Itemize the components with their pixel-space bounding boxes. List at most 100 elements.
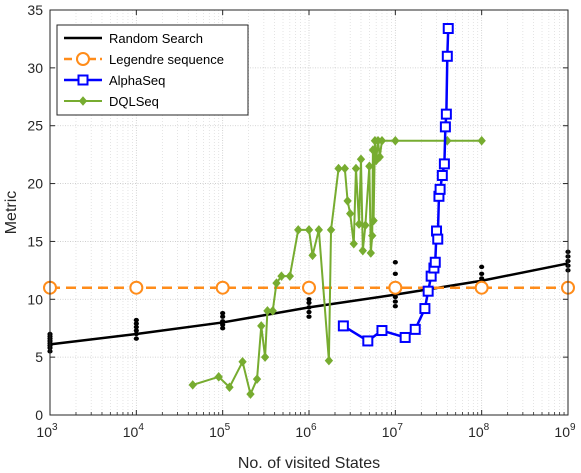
diamond-marker [252, 374, 262, 384]
diamond-marker [391, 135, 400, 146]
square-marker [429, 256, 441, 268]
diamond-marker [368, 145, 378, 155]
diamond-marker [214, 372, 223, 382]
diamond-marker [304, 225, 314, 235]
sample-point [392, 299, 398, 304]
x-tick-label: 104 [123, 422, 145, 440]
diamond-marker [314, 225, 324, 235]
diamond-marker [78, 96, 88, 106]
diamond-marker [334, 163, 343, 174]
square-marker [419, 303, 431, 315]
diamond-marker [375, 152, 384, 162]
sample-point [133, 331, 139, 337]
sample-point [479, 276, 485, 281]
sample-point [306, 305, 312, 310]
y-axis-label: Metric [3, 191, 20, 235]
legend-item-legendre-sequence: Legendre sequence [64, 52, 224, 67]
sample-point [220, 314, 226, 319]
diamond-marker [368, 230, 377, 241]
diamond-marker [285, 271, 295, 281]
diamond-marker [377, 135, 387, 146]
sample-point [306, 314, 312, 319]
x-tick-base: 10 [295, 424, 311, 440]
circle-marker [215, 280, 230, 295]
sample-point [133, 328, 139, 333]
diamond-marker [308, 250, 317, 261]
x-tick-label: 103 [36, 422, 58, 440]
x-tick-exponent: 8 [484, 422, 490, 433]
x-tick-base: 10 [382, 424, 398, 440]
legend-label: Legendre sequence [109, 52, 224, 67]
series-dqlseq [188, 135, 486, 399]
sample-point [392, 260, 398, 265]
diamond-marker [358, 245, 367, 256]
sample-point [133, 321, 139, 326]
diamond-marker [294, 225, 303, 235]
diamond-marker [365, 161, 374, 171]
square-marker [422, 285, 434, 297]
diamond-marker [260, 352, 270, 362]
circle-marker [76, 52, 90, 66]
sample-point [220, 310, 226, 316]
sample-point [306, 300, 312, 305]
circle-marker [388, 280, 403, 295]
diamond-marker [246, 389, 255, 399]
x-tick-label: 106 [295, 422, 317, 440]
diamond-marker [356, 154, 366, 165]
sample-point [220, 326, 226, 331]
x-tick-exponent: 6 [311, 422, 317, 433]
y-tick-label: 0 [35, 407, 43, 423]
square-marker [432, 233, 444, 245]
diamond-marker [351, 163, 361, 174]
sample-point [306, 309, 312, 315]
square-marker [434, 183, 446, 195]
square-marker [409, 323, 421, 335]
series-alphaseq [337, 23, 454, 347]
legend: Random Search Legendre sequence AlphaSeq DQ… [56, 24, 249, 116]
y-tick-label: 5 [35, 349, 43, 365]
x-tick-label: 108 [468, 422, 490, 440]
x-tick-base: 10 [468, 424, 484, 440]
legend-label: Random Search [109, 31, 203, 46]
legend-label: DQLSeq [109, 94, 159, 109]
x-tick-exponent: 9 [570, 422, 576, 433]
legend-item-dqlseq: DQLSeq [64, 94, 159, 109]
square-marker [441, 50, 453, 62]
square-marker [440, 108, 452, 120]
circle-marker [474, 280, 489, 295]
sample-point [133, 317, 139, 323]
sample-point [220, 322, 226, 327]
square-marker [399, 331, 411, 343]
sample-point [479, 264, 485, 270]
sample-point [479, 271, 485, 277]
legend-item-random-search: Random Search [64, 31, 203, 46]
diamond-marker [326, 225, 336, 235]
sample-point [392, 271, 398, 277]
square-marker [442, 23, 454, 35]
x-tick-label: 105 [209, 422, 231, 440]
sample-point [306, 297, 312, 302]
x-tick-exponent: 7 [397, 422, 403, 433]
diamond-marker [366, 248, 375, 258]
x-tick-exponent: 4 [138, 422, 144, 433]
diamond-marker [238, 357, 247, 367]
legend-label: AlphaSeq [109, 73, 165, 88]
x-tick-base: 10 [209, 424, 225, 440]
sample-point [133, 324, 139, 330]
diamond-marker [277, 271, 286, 281]
x-tick-label: 109 [554, 422, 576, 440]
series-legendre-sequence [43, 280, 575, 295]
y-tick-label: 10 [27, 291, 43, 307]
square-marker [438, 158, 450, 170]
diamond-marker [268, 306, 277, 316]
diamond-marker [361, 220, 370, 230]
square-marker [376, 325, 388, 337]
sample-point [133, 336, 139, 341]
x-tick-exponent: 5 [225, 422, 231, 433]
sample-point [392, 294, 398, 300]
square-marker [439, 121, 451, 133]
y-tick-label: 15 [27, 233, 43, 249]
y-tick-label: 30 [27, 60, 43, 76]
legend-item-alphaseq: AlphaSeq [64, 73, 165, 88]
